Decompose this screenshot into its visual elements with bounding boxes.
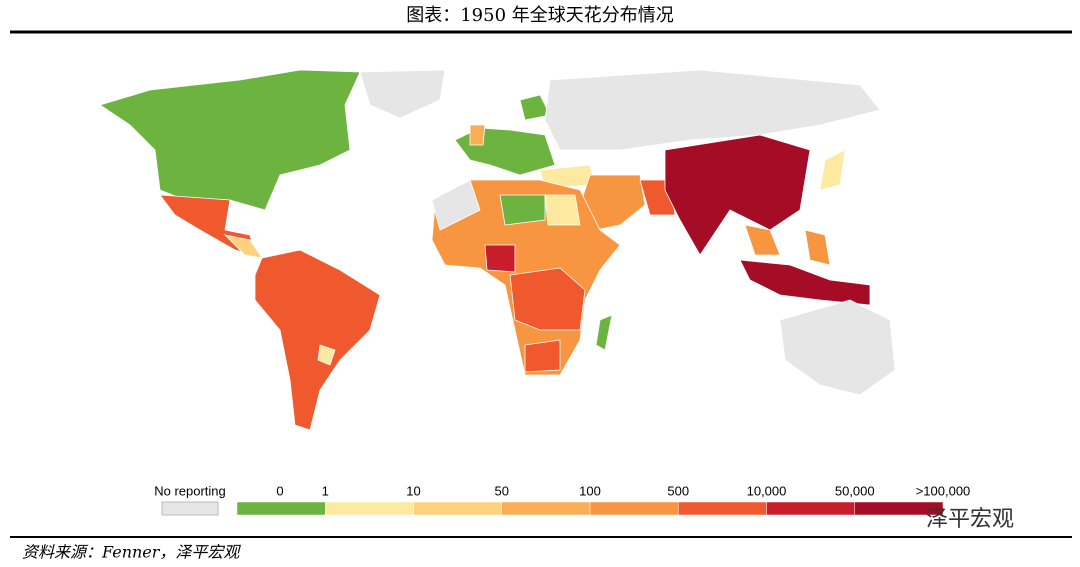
- south-africa: [524, 339, 561, 373]
- legend-swatch: [161, 501, 219, 516]
- title: 图表：1950 年全球天花分布情况: [406, 5, 674, 26]
- legend-swatch: [236, 501, 326, 516]
- north-america: [99, 69, 361, 211]
- watermark: 泽平宏观: [926, 507, 1014, 532]
- britain: [469, 124, 486, 146]
- south-america: [254, 249, 381, 431]
- legend-label: 0: [276, 483, 283, 498]
- uruguay: [317, 344, 336, 366]
- madagascar: [595, 314, 613, 351]
- legend-swatch: [413, 501, 502, 516]
- central-africa: [509, 267, 586, 331]
- west-sahara: [431, 179, 481, 231]
- legend-label: >100,000: [916, 483, 971, 498]
- libya: [499, 194, 546, 226]
- china-india: [664, 134, 811, 256]
- japan: [819, 149, 846, 191]
- world-map: [99, 69, 896, 431]
- greenland: [359, 69, 446, 119]
- legend-swatch: [678, 501, 767, 516]
- legend-label: 100: [579, 483, 601, 498]
- legend-swatch: [501, 501, 591, 516]
- philippines: [804, 229, 831, 266]
- legend-label: 10,000: [747, 483, 787, 498]
- legend-label: 1: [322, 483, 329, 498]
- legend-swatch: [589, 501, 679, 516]
- legend-label: No reporting: [154, 483, 226, 498]
- indochina: [744, 224, 781, 256]
- legend-swatch: [325, 501, 414, 516]
- nigeria: [484, 244, 516, 273]
- legend-label: 10: [406, 483, 420, 498]
- legend-label: 50: [495, 483, 509, 498]
- legend-swatch: [766, 501, 855, 516]
- egypt: [544, 194, 581, 226]
- russia: [544, 69, 881, 151]
- legend-label: 50,000: [835, 483, 875, 498]
- indonesia: [739, 259, 871, 306]
- legend-label: 500: [667, 483, 689, 498]
- legend-swatch: [854, 501, 944, 516]
- legend: No reporting 0 1 10 50 100 500 10,000 50,000 >10…: [154, 483, 971, 516]
- source: 资料来源：Fenner，泽平宏观: [22, 543, 241, 562]
- australia: [779, 299, 896, 396]
